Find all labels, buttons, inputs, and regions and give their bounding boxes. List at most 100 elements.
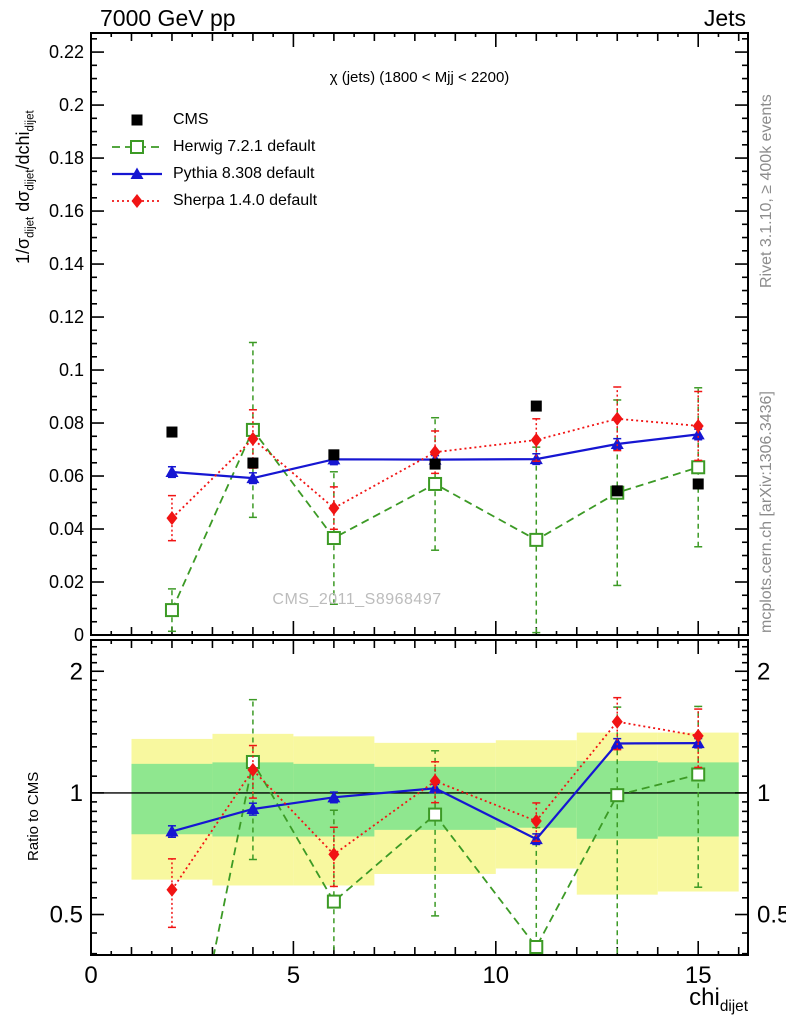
main-y-tick-label: 0.16 [49,201,84,221]
cms-marker [328,449,340,461]
sherpa-ratio-marker [166,882,178,897]
sherpa-marker [166,511,178,526]
cms-marker [530,400,542,412]
main-y-tick-label: 0.22 [49,42,84,62]
herwig-ratio-marker [428,807,443,822]
analysis-category-label: Jets [703,5,746,31]
axis-tick-labels: 0 0.02 0.04 0.06 0.08 0.1 0.12 0.14 0.16 0.18 0.2 0… [49,42,786,989]
main-y-tick-label: 0.1 [59,360,84,380]
sherpa-ratio-marker [328,847,340,862]
cms-marker [166,426,178,438]
x-tick-label: 5 [287,962,300,989]
ratio-y-tick-label-right: 1 [757,780,770,807]
herwig-ratio-marker [691,767,706,782]
legend-sample-marker [130,139,144,154]
legend-item-sherpa: Sherpa 1.4.0 default [111,187,317,214]
main-y-tick-label: 0.04 [49,519,84,539]
sherpa-marker [611,411,623,426]
pythia-marker [246,471,260,484]
x-tick-label: 10 [482,962,509,989]
main-plot-frame [90,32,749,636]
herwig-ratio-marker [326,894,341,909]
x-tick-label: 0 [84,962,97,989]
herwig-marker-sample [111,138,163,156]
main-y-axis-label: 1/σdijet dσdijet/dchidijet [13,110,37,264]
sherpa-marker [530,432,542,447]
sherpa-marker [429,445,441,460]
ratio-y-tick-label: 0.5 [50,902,83,929]
pythia-ratio-marker [610,736,624,749]
ratio-y-tick-label: 2 [70,658,83,685]
sherpa-marker [692,418,704,433]
sherpa-main-group [166,386,704,542]
cms-marker [692,478,704,490]
sherpa-ratio-marker [611,714,623,729]
main-y-tick-label: 0.12 [49,307,84,327]
herwig-ratio-marker [610,788,625,803]
pythia-marker [691,427,705,440]
main-y-tick-label: 0.2 [59,95,84,115]
main-y-tick-label: 0.06 [49,466,84,486]
plot-title: χ (jets) (1800 < Mjj < 2200) [329,69,510,86]
legend-sample-marker [131,114,143,125]
ratio-y-tick-label-right: 0.5 [757,902,786,929]
legend-label-herwig: Herwig 7.2.1 default [173,137,316,155]
herwig-marker [164,603,179,618]
ratio-y-axis-label: Ratio to CMS [25,771,42,861]
pythia-marker [610,437,624,449]
beam-energy-label: 7000 GeV pp [100,5,236,31]
sherpa-marker [328,501,340,516]
sherpa-ratio-group [166,696,704,929]
sherpa-ratio-marker [247,762,259,777]
ratio-y-tick-label: 1 [70,780,83,807]
pythia-ratio-marker [246,802,260,815]
herwig-marker [428,476,443,491]
cms-marker [429,458,441,470]
legend-sample-marker [130,167,144,179]
ratio-plot-frame [90,639,749,956]
herwig-marker [691,460,706,475]
sherpa-ratio-marker [429,774,441,789]
pythia-ratio-marker [327,790,341,803]
pythia-marker [165,465,179,478]
cms-marker [611,485,623,497]
main-y-tick-label: 0 [74,625,84,645]
pythia-ratio-marker [165,824,179,837]
band-stat-uncertainty [131,763,213,835]
legend-item-herwig: Herwig 7.2.1 default [111,133,317,160]
sherpa-marker-sample [111,192,163,210]
legend-sample-canvas [112,193,162,208]
legend-item-pythia: Pythia 8.308 default [111,160,317,187]
rivet-version-note: Rivet 3.1.10, ≥ 400k events [758,94,775,288]
legend-sample-canvas [131,114,143,125]
x-axis-label: chidijet [689,984,748,1015]
main-y-tick-label: 0.18 [49,148,84,168]
legend-sample-canvas [112,167,162,179]
ratio-y-tick-label-right: 2 [757,658,770,685]
herwig-main-group [164,341,706,634]
herwig-marker [529,532,544,547]
mcplots-reference-note: mcplots.cern.ch [arXiv:1306.3436] [758,391,775,633]
legend-sample-canvas [112,139,162,154]
sherpa-marker [247,431,259,446]
pythia-marker-sample [111,165,163,183]
sherpa-ratio-marker [692,728,704,743]
legend-label-pythia: Pythia 8.308 default [173,164,315,182]
cms-data-group [166,400,704,497]
legend-item-cms: CMS [111,106,317,133]
main-y-tick-label: 0.14 [49,254,84,274]
legend-label-cms: CMS [173,110,209,128]
sherpa-ratio-marker [530,814,542,829]
cms-marker-sample [111,111,163,129]
cms-marker [247,457,259,469]
legend: CMS Herwig 7.2.1 default Pythia 8.308 de… [111,106,317,214]
x-tick-label: 15 [685,962,712,989]
main-y-tick-label: 0.02 [49,572,84,592]
legend-label-sherpa: Sherpa 1.4.0 default [173,191,318,209]
legend-sample-marker [131,193,143,208]
main-y-tick-label: 0.08 [49,413,84,433]
herwig-marker [326,531,341,546]
herwig-ratio-marker [529,940,544,955]
